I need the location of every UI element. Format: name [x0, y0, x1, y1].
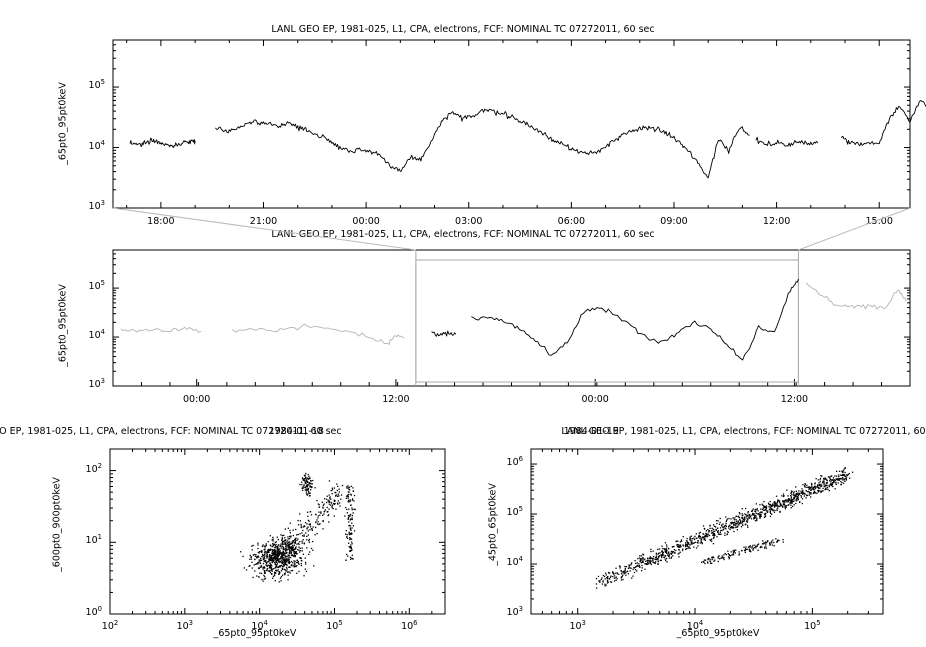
scatter-left-panel[interactable]: LANL GEO EP, 1981-025, L1, CPA, electron… [0, 424, 463, 647]
scatter-right-title: LANL GEO EP, 1981-025, L1, CPA, electron… [561, 426, 926, 437]
timeseries-zoom-plot-area[interactable] [0, 0, 926, 228]
scatter-right-xlabel: _65pt0_95pt0keV [676, 628, 760, 639]
scatter-left-title: LANL GEO EP, 1981-025, L1, CPA, electron… [0, 426, 342, 437]
timeseries-zoom-xtick: 03:00 [455, 216, 483, 227]
scatter_right-ytick: 106 [506, 454, 523, 469]
scatter-left-plot-area[interactable] [0, 424, 463, 647]
timeseries-zoom-trace [215, 108, 750, 179]
timeseries-zoom-xtick: 00:00 [352, 216, 380, 227]
timeseries-overview-xtick: 00:00 [182, 394, 211, 405]
timeseries-overview-ytick: 105 [88, 278, 105, 293]
timeseries-overview-title: LANL GEO EP, 1981-025, L1, CPA, electron… [271, 229, 655, 240]
timeseries-overview-panel[interactable]: LANL GEO EP, 1981-025, L1, CPA, electron… [0, 228, 926, 437]
timeseries-zoom-ytick: 104 [88, 138, 105, 152]
timeseries-overview-xtick: 12:00 [780, 394, 809, 405]
scatter_left-ytick: 102 [85, 461, 102, 475]
timeseries-zoom-xtick: 21:00 [249, 216, 278, 227]
timeseries-zoom-trace [129, 137, 196, 148]
timeseries-zoom-frame [112, 39, 911, 209]
timeseries-zoom-title: LANL GEO EP, 1981-025, L1, CPA, electron… [271, 24, 655, 35]
scatter_left-xtick: 106 [401, 618, 418, 632]
scatter_left-xtick: 105 [326, 618, 343, 632]
timeseries-zoom-ylabel: _65pt0_95pt0keV [57, 82, 69, 165]
scatter_left-frame [109, 448, 446, 615]
timeseries-overview-trace-inactive [232, 323, 405, 345]
timeseries-zoom-ytick: 103 [88, 198, 105, 212]
timeseries-zoom-panel[interactable]: LANL GEO EP, 1981-025, L1, CPA, electron… [0, 0, 926, 228]
timeseries-zoom-trace [755, 136, 819, 147]
scatter_right-ytick: 103 [506, 604, 523, 618]
scatter-right-ylabel: _45pt0_65pt0keV [487, 483, 499, 566]
scatter-left-xlabel: _65pt0_95pt0keV [213, 628, 297, 639]
scatter_right-xtick: 105 [804, 618, 821, 632]
scatter-right-panel[interactable]: LANL GEO EP, 1981-025, L1, CPA, electron… [463, 424, 926, 647]
scatter_left-xtick: 102 [101, 618, 119, 632]
timeseries-overview-trace-selected [431, 330, 457, 337]
timeseries-overview-plot-area[interactable] [0, 228, 926, 428]
scatter_left-xtick: 103 [176, 618, 194, 632]
scatter_right-frame [530, 448, 884, 615]
scatter_right-ytick: 105 [506, 504, 523, 519]
scatter-left-ylabel: _600pt0_900pt0keV [51, 477, 63, 572]
timeseries-zoom-xtick: 15:00 [865, 216, 893, 227]
timeseries-overview-trace-inactive [805, 282, 907, 310]
scatter_right-xtick: 103 [569, 618, 586, 632]
scatter_right-ytick: 104 [506, 554, 523, 568]
timeseries-overview-frame [112, 249, 911, 387]
zoom-selection-box[interactable] [415, 259, 799, 383]
timeseries-overview-xtick: 12:00 [382, 394, 410, 405]
scatter_left-ytick: 100 [85, 604, 102, 618]
timeseries-zoom-xtick: 09:00 [660, 216, 688, 227]
timeseries-zoom-xtick: 06:00 [557, 216, 586, 227]
scatter_left-points [240, 472, 356, 583]
scatter_left-xtick: 104 [251, 618, 268, 632]
overview-date-label: 1984-01-18 [268, 426, 324, 437]
timeseries-overview-ytick: 104 [88, 327, 105, 342]
timeseries-overview-ylabel: _65pt0_95pt0keV [57, 284, 69, 367]
timeseries-zoom-trace [841, 100, 926, 147]
timeseries-zoom-ytick: 105 [88, 77, 105, 92]
scatter-right-plot-area[interactable] [463, 424, 926, 647]
timeseries-zoom-xtick: 12:00 [762, 216, 791, 227]
timeseries-zoom-xtick: 18:00 [147, 216, 175, 227]
scatter_right-points [595, 467, 854, 589]
timeseries-overview-trace-selected [471, 279, 799, 361]
scatter_right-xtick: 104 [686, 618, 704, 632]
timeseries-overview-xtick: 00:00 [581, 394, 609, 405]
scatter_left-ytick: 101 [85, 533, 102, 547]
overview-date-label: 1984-01-19 [563, 426, 619, 437]
timeseries-overview-ytick: 103 [88, 376, 105, 390]
timeseries-overview-trace-inactive [120, 326, 202, 333]
